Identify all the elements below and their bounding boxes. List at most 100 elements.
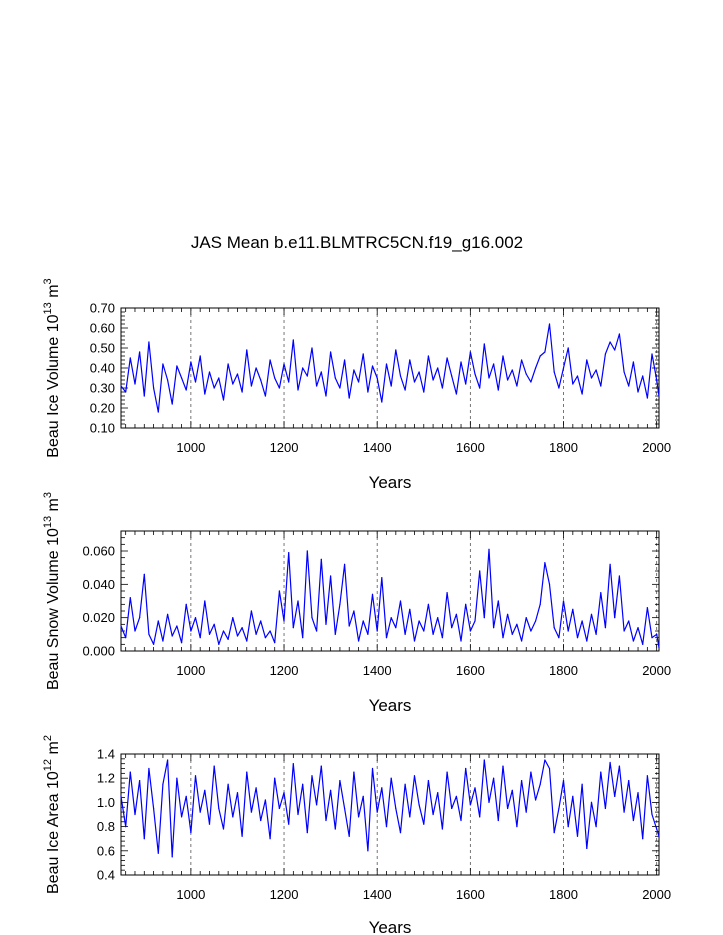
ice-area-data-point: [516, 826, 518, 828]
snow-volume-data-point: [381, 577, 383, 579]
snow-volume-data-point: [316, 630, 318, 632]
snow-volume-data-point: [628, 620, 630, 622]
ice-volume-data-point: [390, 385, 392, 387]
snow-volume-data-point: [488, 548, 490, 550]
ice-volume-data-point: [306, 375, 308, 377]
snow-volume-data-point: [544, 562, 546, 564]
ice-volume-data-point: [581, 393, 583, 395]
snow-volume-data-point: [320, 558, 322, 560]
ice-volume-data-point: [656, 379, 658, 381]
snow-volume-yaxis-title: Beau Snow Volume 1013 m3: [42, 492, 62, 690]
snow-volume-data-point: [413, 640, 416, 642]
snow-volume-data-point: [330, 575, 332, 577]
ice-area-data-point: [432, 813, 434, 816]
ice-volume-data-point: [618, 333, 621, 335]
ice-volume-data-point: [157, 411, 159, 413]
ice-volume-data-point: [544, 351, 546, 353]
ice-area-data-point: [367, 850, 369, 852]
ice-volume-data-point: [409, 359, 411, 361]
snow-volume-data-point: [539, 603, 541, 605]
ice-volume-data-point: [339, 387, 341, 389]
snow-volume-data-point: [562, 600, 565, 602]
ice-volume-panel: 0.10 0.20 0.30 0.40 0.50 0.60 0.70 1000 1200 1400…: [42, 278, 671, 492]
snow-volume-data-point: [385, 637, 388, 639]
ice-area-data-point: [180, 816, 183, 818]
ice-volume-series-line: [120, 323, 660, 413]
ice-volume-data-point: [623, 371, 625, 373]
ice-volume-data-point: [227, 363, 229, 365]
ice-volume-ytick-label: 0.10: [90, 421, 115, 436]
ice-volume-data-point: [609, 341, 611, 343]
snow-volume-ytick-label: 0.060: [82, 544, 115, 559]
ice-area-data-point: [269, 838, 271, 840]
ice-volume-data-point: [283, 363, 285, 365]
snow-volume-data-point: [409, 608, 411, 610]
snow-volume-data-point: [483, 617, 485, 619]
snow-volume-data-point: [534, 620, 537, 622]
ice-volume-xtick-label: 1400: [363, 440, 392, 455]
ice-volume-data-point: [274, 377, 276, 379]
snow-volume-data-point: [218, 643, 220, 645]
ice-area-data-point: [446, 771, 448, 773]
ice-volume-data-point: [404, 389, 406, 391]
ice-area-data-point: [343, 807, 346, 810]
snow-volume-data-point: [399, 600, 402, 602]
ice-volume-data-point: [153, 387, 155, 389]
snow-volume-data-point: [222, 630, 225, 632]
ice-area-data-point: [595, 826, 597, 828]
ice-volume-data-point: [134, 383, 136, 385]
ice-volume-data-point: [125, 391, 127, 393]
ice-area-data-point: [204, 789, 206, 791]
snow-volume-data-point: [227, 638, 229, 640]
ice-volume-data-point: [222, 399, 225, 401]
ice-area-data-point: [544, 759, 546, 761]
ice-area-data-point: [302, 783, 304, 785]
ice-area-data-point: [306, 832, 308, 834]
ice-area-xtick-label: 1400: [363, 887, 392, 902]
ice-area-data-point: [581, 783, 583, 785]
snow-volume-data-point: [232, 617, 234, 619]
ice-area-data-point: [455, 795, 457, 797]
ice-volume-data-point: [595, 369, 597, 371]
ice-volume-data-point: [353, 369, 355, 371]
ice-volume-data-point: [637, 391, 639, 393]
ice-area-data-point: [125, 826, 127, 828]
snow-volume-data-point: [446, 592, 448, 594]
ice-volume-data-point: [465, 383, 467, 385]
ice-area-data-point: [441, 828, 444, 830]
snow-volume-data-point: [236, 635, 239, 637]
ice-area-data-point: [134, 813, 136, 816]
ice-volume-data-point: [343, 359, 346, 361]
ice-volume-data-point: [325, 395, 327, 397]
ice-volume-data-point: [246, 349, 248, 351]
snow-volume-data-point: [651, 637, 653, 639]
ice-area-data-point: [218, 807, 220, 810]
snow-volume-data-point: [162, 640, 164, 642]
ice-volume-data-point: [469, 351, 471, 353]
snow-volume-data-point: [507, 613, 509, 615]
ice-area-data-point: [525, 811, 527, 813]
snow-volume-data-point: [493, 627, 495, 629]
ice-area-data-point: [572, 795, 574, 797]
ice-area-data-point: [199, 811, 201, 813]
ice-area-data-point: [646, 775, 648, 777]
snow-volume-data-point: [190, 630, 192, 632]
ice-area-data-point: [153, 807, 155, 810]
ice-volume-data-point: [218, 377, 220, 379]
snow-volume-data-point: [264, 637, 266, 639]
ice-area-data-point: [255, 787, 257, 789]
ice-area-data-point: [278, 807, 280, 810]
snow-volume-data-point: [432, 633, 434, 635]
ice-area-data-point: [469, 804, 471, 806]
ice-area-data-point: [288, 823, 290, 825]
ice-volume-data-point: [204, 393, 206, 395]
ice-area-xtick-label: 1000: [176, 887, 205, 902]
ice-volume-xtick-label: 1200: [270, 440, 299, 455]
snow-volume-data-point: [334, 633, 336, 635]
snow-volume-data-point: [637, 627, 639, 629]
ice-area-data-point: [292, 763, 294, 765]
ice-volume-data-point: [553, 371, 555, 373]
snow-volume-data-point: [469, 630, 471, 632]
snow-volume-data-point: [511, 633, 513, 635]
snow-volume-data-point: [120, 625, 122, 627]
